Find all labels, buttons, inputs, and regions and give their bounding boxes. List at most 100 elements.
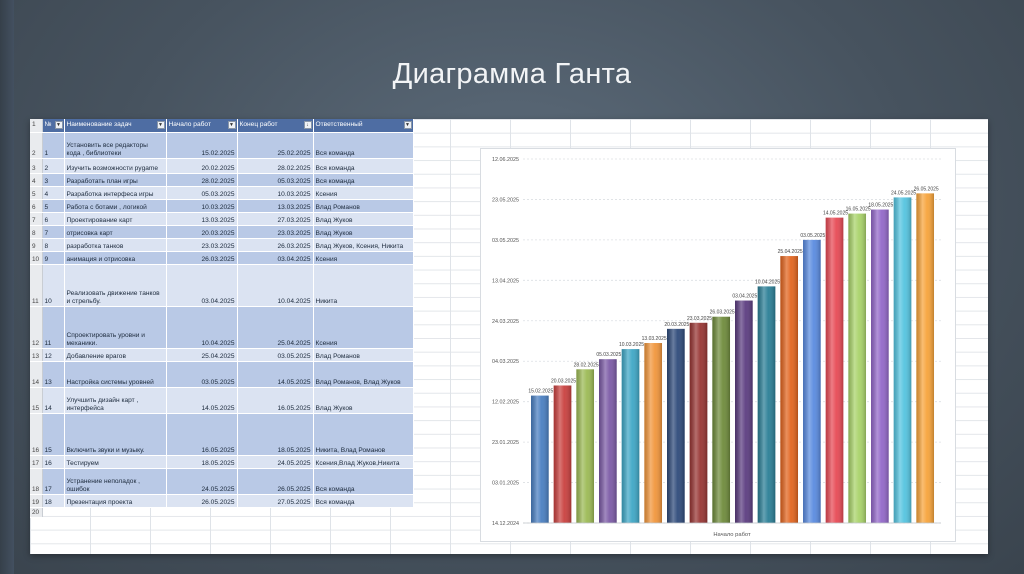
column-header-start[interactable]: Начало работ ▼: [166, 119, 238, 133]
task-number-cell[interactable]: 1: [42, 132, 65, 159]
column-header-task[interactable]: Наименование задач ▼: [64, 119, 167, 133]
table-row[interactable]: 19 18 Презентация проекта 26.05.2025 27.05.2…: [30, 494, 414, 508]
task-name-cell[interactable]: анимация и отрисовка: [64, 251, 167, 265]
start-date-cell[interactable]: 03.04.2025: [166, 264, 238, 307]
row-number[interactable]: 5: [30, 186, 43, 200]
table-row[interactable]: 7 6 Проектирование карт 13.03.2025 27.03.202…: [30, 212, 414, 226]
end-date-cell[interactable]: 23.03.2025: [237, 225, 314, 239]
end-date-cell[interactable]: 27.05.2025: [237, 494, 314, 508]
table-row[interactable]: 13 12 Добавление врагов 25.04.2025 03.05.202…: [30, 348, 414, 362]
end-date-cell[interactable]: 10.04.2025: [237, 264, 314, 307]
start-date-cell[interactable]: 24.05.2025: [166, 468, 238, 495]
task-number-cell[interactable]: 8: [42, 238, 65, 252]
table-row[interactable]: 18 17 Устранение неполадок , ошибок 24.05.2…: [30, 468, 414, 495]
end-date-cell[interactable]: 10.03.2025: [237, 186, 314, 200]
row-number[interactable]: 15: [30, 387, 43, 414]
task-name-cell[interactable]: отрисовка карт: [64, 225, 167, 239]
row-number[interactable]: 6: [30, 199, 43, 213]
task-number-cell[interactable]: 13: [42, 361, 65, 388]
start-date-cell[interactable]: 13.03.2025: [166, 212, 238, 226]
filter-dropdown-icon[interactable]: ▼: [156, 121, 165, 129]
task-number-cell[interactable]: 9: [42, 251, 65, 265]
end-date-cell[interactable]: 28.02.2025: [237, 158, 314, 174]
end-date-cell[interactable]: 25.04.2025: [237, 306, 314, 349]
end-date-cell[interactable]: 27.03.2025: [237, 212, 314, 226]
owner-cell[interactable]: Вся команда: [313, 158, 414, 174]
start-date-cell[interactable]: 26.05.2025: [166, 494, 238, 508]
table-row[interactable]: 2 1 Установить все редакторы кода , библио…: [30, 132, 414, 159]
owner-cell[interactable]: Влад Романов: [313, 199, 414, 213]
task-number-cell[interactable]: 5: [42, 199, 65, 213]
table-row[interactable]: 15 14 Улучшить дизайн карт , интерфейса 14.…: [30, 387, 414, 414]
end-date-cell[interactable]: 24.05.2025: [237, 455, 314, 469]
owner-cell[interactable]: Ксения: [313, 251, 414, 265]
row-number[interactable]: 7: [30, 212, 43, 226]
start-date-cell[interactable]: 28.02.2025: [166, 173, 238, 187]
filter-dropdown-icon[interactable]: ▼: [227, 121, 236, 129]
owner-cell[interactable]: Никита, Влад Романов: [313, 413, 414, 456]
row-number[interactable]: 3: [30, 158, 43, 174]
owner-cell[interactable]: Влад Романов, Влад Жуков: [313, 361, 414, 388]
task-name-cell[interactable]: Разработка интерфеса игры: [64, 186, 167, 200]
row-number[interactable]: 16: [30, 413, 43, 456]
row-number[interactable]: 19: [30, 494, 43, 508]
owner-cell[interactable]: Вся команда: [313, 173, 414, 187]
start-date-cell[interactable]: 10.04.2025: [166, 306, 238, 349]
owner-cell[interactable]: Влад Жуков: [313, 225, 414, 239]
task-number-cell[interactable]: 11: [42, 306, 65, 349]
task-name-cell[interactable]: Проектирование карт: [64, 212, 167, 226]
owner-cell[interactable]: Ксения: [313, 306, 414, 349]
table-row[interactable]: 11 10 Реализовать движение танков и стрель…: [30, 264, 414, 307]
column-header-end[interactable]: Конец работ ↓: [237, 119, 314, 133]
table-row[interactable]: 4 3 Разработать план игры 28.02.2025 05.03.2…: [30, 173, 414, 187]
end-date-cell[interactable]: 25.02.2025: [237, 132, 314, 159]
table-row[interactable]: 10 9 анимация и отрисовка 26.03.2025 03.04.2…: [30, 251, 414, 265]
column-header-num[interactable]: № ▼: [42, 119, 65, 133]
end-date-cell[interactable]: 03.04.2025: [237, 251, 314, 265]
start-date-cell[interactable]: 25.04.2025: [166, 348, 238, 362]
owner-cell[interactable]: Влад Жуков, Ксения, Никита: [313, 238, 414, 252]
task-name-cell[interactable]: Установить все редакторы кода , библиоте…: [64, 132, 167, 159]
task-number-cell[interactable]: 12: [42, 348, 65, 362]
task-name-cell[interactable]: Включить звуки и музыку.: [64, 413, 167, 456]
task-number-cell[interactable]: 17: [42, 468, 65, 495]
table-row[interactable]: 12 11 Спроектировать уровни и механики. 10.…: [30, 306, 414, 349]
owner-cell[interactable]: Вся команда: [313, 132, 414, 159]
start-date-cell[interactable]: 15.02.2025: [166, 132, 238, 159]
owner-cell[interactable]: Ксения: [313, 186, 414, 200]
owner-cell[interactable]: Влад Романов: [313, 348, 414, 362]
owner-cell[interactable]: Ксения,Влад Жуков,Никита: [313, 455, 414, 469]
end-date-cell[interactable]: 18.05.2025: [237, 413, 314, 456]
row-number[interactable]: 8: [30, 225, 43, 239]
task-name-cell[interactable]: Работа с ботами , логикой: [64, 199, 167, 213]
row-number[interactable]: 4: [30, 173, 43, 187]
task-number-cell[interactable]: 2: [42, 158, 65, 174]
task-number-cell[interactable]: 16: [42, 455, 65, 469]
start-date-cell[interactable]: 05.03.2025: [166, 186, 238, 200]
task-number-cell[interactable]: 15: [42, 413, 65, 456]
filter-dropdown-icon[interactable]: ▼: [54, 121, 63, 129]
task-name-cell[interactable]: Презентация проекта: [64, 494, 167, 508]
task-name-cell[interactable]: Разработать план игры: [64, 173, 167, 187]
start-date-cell[interactable]: 18.05.2025: [166, 455, 238, 469]
table-row[interactable]: 3 2 Изучить возможности pygame 20.02.2025 28…: [30, 158, 414, 174]
task-name-cell[interactable]: Изучить возможности pygame: [64, 158, 167, 174]
owner-cell[interactable]: Влад Жуков: [313, 212, 414, 226]
start-date-cell[interactable]: 10.03.2025: [166, 199, 238, 213]
task-name-cell[interactable]: Добавление врагов: [64, 348, 167, 362]
end-date-cell[interactable]: 16.05.2025: [237, 387, 314, 414]
start-date-cell[interactable]: 16.05.2025: [166, 413, 238, 456]
table-row[interactable]: 8 7 отрисовка карт 20.03.2025 23.03.2025 Влад…: [30, 225, 414, 239]
start-date-cell[interactable]: 20.03.2025: [166, 225, 238, 239]
task-number-cell[interactable]: 10: [42, 264, 65, 307]
task-name-cell[interactable]: Спроектировать уровни и механики.: [64, 306, 167, 349]
task-number-cell[interactable]: 7: [42, 225, 65, 239]
table-row[interactable]: 17 16 Тестируем 18.05.2025 24.05.2025 Ксения,…: [30, 455, 414, 469]
end-date-cell[interactable]: 14.05.2025: [237, 361, 314, 388]
task-name-cell[interactable]: Настройка системы уровней: [64, 361, 167, 388]
owner-cell[interactable]: Никита: [313, 264, 414, 307]
task-name-cell[interactable]: Тестируем: [64, 455, 167, 469]
end-date-cell[interactable]: 05.03.2025: [237, 173, 314, 187]
row-number[interactable]: 12: [30, 306, 43, 349]
row-number[interactable]: 14: [30, 361, 43, 388]
